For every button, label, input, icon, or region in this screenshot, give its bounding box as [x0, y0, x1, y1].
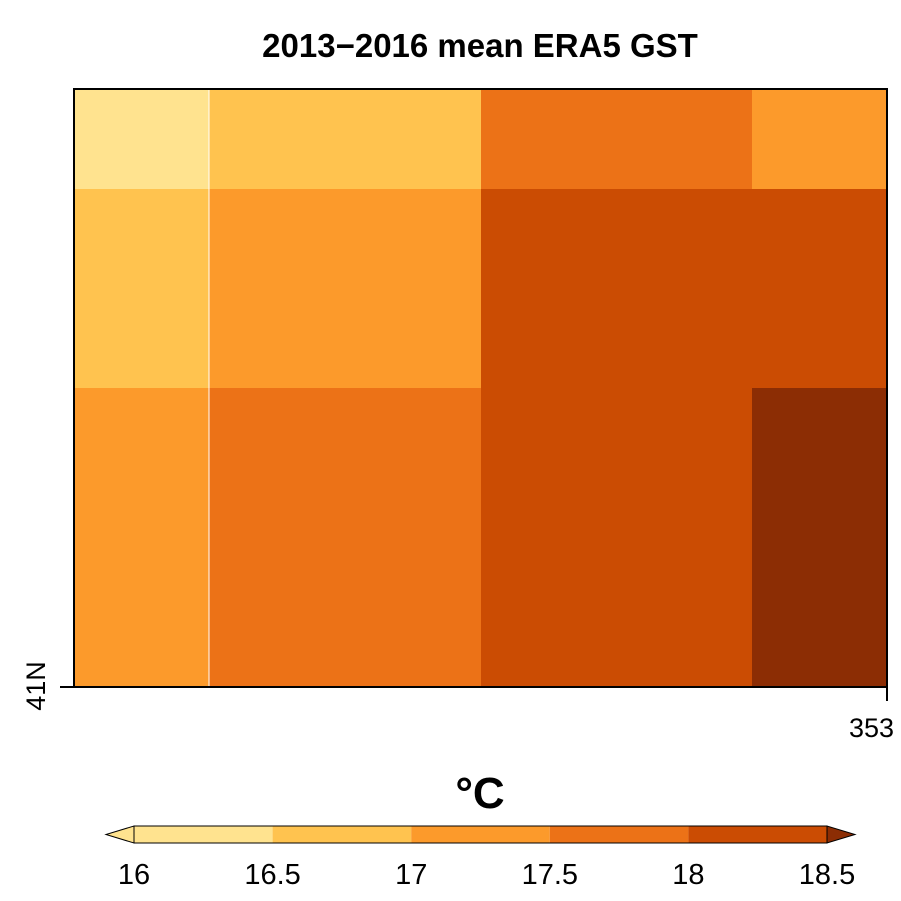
heatmap-cell [209, 189, 481, 388]
colorbar-segment [272, 826, 412, 843]
plot-frame [73, 88, 888, 688]
heatmap-cell [209, 388, 481, 687]
heatmap-cell [481, 89, 752, 189]
y-tick-label: 41N [21, 661, 51, 711]
colorbar-tick-label: 17.5 [522, 859, 578, 891]
heatmap-cell [74, 388, 209, 687]
colorbar: 16 16.5 17 17.5 18 18.5 [104, 825, 857, 891]
heatmap-cell [752, 388, 887, 687]
colorbar-segment [549, 826, 689, 843]
colorbar-tick-label: 18.5 [799, 859, 855, 891]
colorbar-tick-label: 18 [672, 859, 704, 891]
heatmap-cell [74, 89, 209, 189]
colorbar-segment [134, 826, 273, 843]
colorbar-segment [411, 826, 550, 843]
heatmap-cells [74, 89, 887, 687]
heatmap-cell [752, 189, 887, 388]
colorbar-tick-label: 16 [118, 859, 150, 891]
heatmap-cell [209, 89, 481, 189]
colorbar-tick-label: 17 [395, 859, 427, 891]
colorbar-tick-label: 16.5 [244, 859, 300, 891]
colorbar-frame [133, 825, 828, 844]
colorbar-extend-low [104, 825, 135, 844]
heatmap-cell [752, 89, 887, 189]
chart-title: 2013−2016 mean ERA5 GST [262, 27, 698, 64]
colorbar-segment [688, 826, 827, 843]
x-tick-label: 353 [849, 713, 894, 743]
colorbar-extend-high [826, 825, 857, 844]
heatmap-cell [481, 388, 752, 687]
heatmap-cell [74, 189, 209, 388]
colorbar-label: °C [455, 769, 504, 818]
heatmap-cell [481, 189, 752, 388]
